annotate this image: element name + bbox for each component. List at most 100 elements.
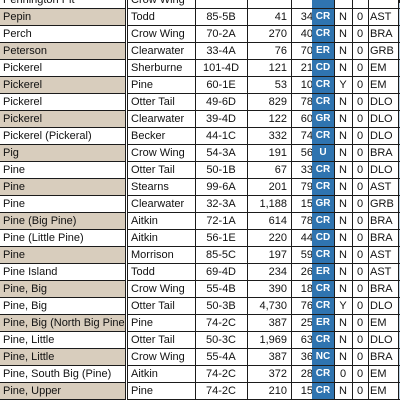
flag-o-cell: 0: [352, 281, 368, 297]
acres-cell: 67: [247, 162, 291, 178]
table-right-border: [398, 0, 399, 400]
flag-o-cell: 0: [352, 264, 368, 280]
max-depth-cell: 79: [291, 179, 313, 195]
access-code-cell: CR: [312, 281, 334, 297]
county-cell: Todd: [128, 264, 195, 280]
lake-name-cell: Pickerel: [0, 94, 125, 110]
flag-o-cell: 0: [352, 366, 368, 382]
acres-cell: 121: [247, 60, 291, 76]
flag-o-cell: 0: [352, 43, 368, 59]
access-code-cell: GR: [312, 196, 334, 212]
flag-o-cell: 0: [352, 60, 368, 76]
max-depth-cell: 33: [291, 162, 313, 178]
lake-id-cell: 50-1B: [195, 162, 247, 178]
access-code-cell: CR: [312, 26, 334, 42]
column-divider: [368, 0, 369, 400]
max-depth-cell: 25: [291, 315, 313, 331]
flag-n-cell: N: [334, 196, 352, 212]
flag-o-cell: 0: [352, 9, 368, 25]
access-code-cell: [312, 0, 334, 8]
access-code-cell: U: [312, 145, 334, 161]
table-row: Pickerel (Pickeral)Becker44-1C3327417.8C…: [0, 127, 400, 144]
region-code-cell: AST: [368, 264, 398, 280]
acres-cell: 220: [247, 230, 291, 246]
max-depth-cell: 59: [291, 247, 313, 263]
acres-cell: 191: [247, 145, 291, 161]
access-code-cell: CR: [312, 94, 334, 110]
lake-id-cell: 50-3C: [195, 332, 247, 348]
county-cell: Crow Wing: [128, 145, 195, 161]
flag-n-cell: N: [334, 179, 352, 195]
table-row: Pine, South Big (Pine)Aitkin74-2C372289.…: [0, 365, 400, 382]
acres-cell: 387: [247, 315, 291, 331]
flag-o-cell: 0: [352, 26, 368, 42]
acres-cell: [247, 0, 291, 8]
flag-n-cell: N: [334, 213, 352, 229]
county-cell: Otter Tail: [128, 162, 195, 178]
lake-id-cell: 74-2C: [195, 366, 247, 382]
region-code-cell: BRA: [368, 349, 398, 365]
lake-name-cell: Pine, Big: [0, 298, 125, 314]
lake-id-cell: 49-6D: [195, 94, 247, 110]
lake-id-cell: 85-5C: [195, 247, 247, 263]
max-depth-cell: 56: [291, 145, 313, 161]
lake-id-cell: 60-1E: [195, 77, 247, 93]
access-code-cell: CR: [312, 179, 334, 195]
acres-cell: 197: [247, 247, 291, 263]
access-code-cell: CR: [312, 162, 334, 178]
region-code-cell: [368, 0, 398, 8]
access-code-cell: ER: [312, 43, 334, 59]
county-cell: Aitkin: [128, 366, 195, 382]
flag-n-cell: N: [334, 111, 352, 127]
max-depth-cell: 70: [291, 43, 313, 59]
acres-cell: 201: [247, 179, 291, 195]
county-cell: Pine: [128, 77, 195, 93]
max-depth-cell: 18: [291, 281, 313, 297]
column-divider: [291, 0, 292, 400]
flag-o-cell: 0: [352, 162, 368, 178]
column-divider: [352, 0, 353, 400]
acres-cell: 76: [247, 43, 291, 59]
county-cell: Crow Wing: [128, 0, 195, 8]
county-cell: Stearns: [128, 179, 195, 195]
access-code-cell: CR: [312, 213, 334, 229]
county-cell: Aitkin: [128, 213, 195, 229]
county-cell: Otter Tail: [128, 332, 195, 348]
lake-id-cell: 74-2C: [195, 383, 247, 399]
lake-id-cell: 33-4A: [195, 43, 247, 59]
acres-cell: 614: [247, 213, 291, 229]
table-row: Pine, Big (North Big Pine) Pine 74-2C 387 25…: [0, 314, 400, 331]
lake-id-cell: 69-4D: [195, 264, 247, 280]
county-cell: Aitkin: [128, 230, 195, 246]
access-code-cell: GR: [312, 111, 334, 127]
access-code-cell: ER: [312, 264, 334, 280]
max-depth-cell: 63: [291, 332, 313, 348]
lake-name-cell: Pine, Big: [0, 281, 125, 297]
flag-o-cell: 0: [352, 349, 368, 365]
access-code-cell: CR: [312, 9, 334, 25]
region-code-cell: DLO: [368, 94, 398, 110]
flag-o-cell: 0: [352, 213, 368, 229]
flag-o-cell: 0: [352, 298, 368, 314]
lake-id-cell: 70-2A: [195, 26, 247, 42]
max-depth-cell: 21: [291, 60, 313, 76]
county-cell: Becker: [128, 128, 195, 144]
lake-id-cell: 32-3A: [195, 196, 247, 212]
county-cell: Sherburne: [128, 60, 195, 76]
access-code-cell: CR: [312, 366, 334, 382]
max-depth-cell: 74: [291, 128, 313, 144]
flag-o-cell: 0: [352, 315, 368, 331]
county-cell: Todd: [128, 9, 195, 25]
acres-cell: 372: [247, 366, 291, 382]
flag-o-cell: 0: [352, 332, 368, 348]
lake-id-cell: 85-5B: [195, 9, 247, 25]
access-code-cell: NC: [312, 349, 334, 365]
acres-cell: 210: [247, 383, 291, 399]
lake-name-cell: Pine, Little: [0, 332, 125, 348]
